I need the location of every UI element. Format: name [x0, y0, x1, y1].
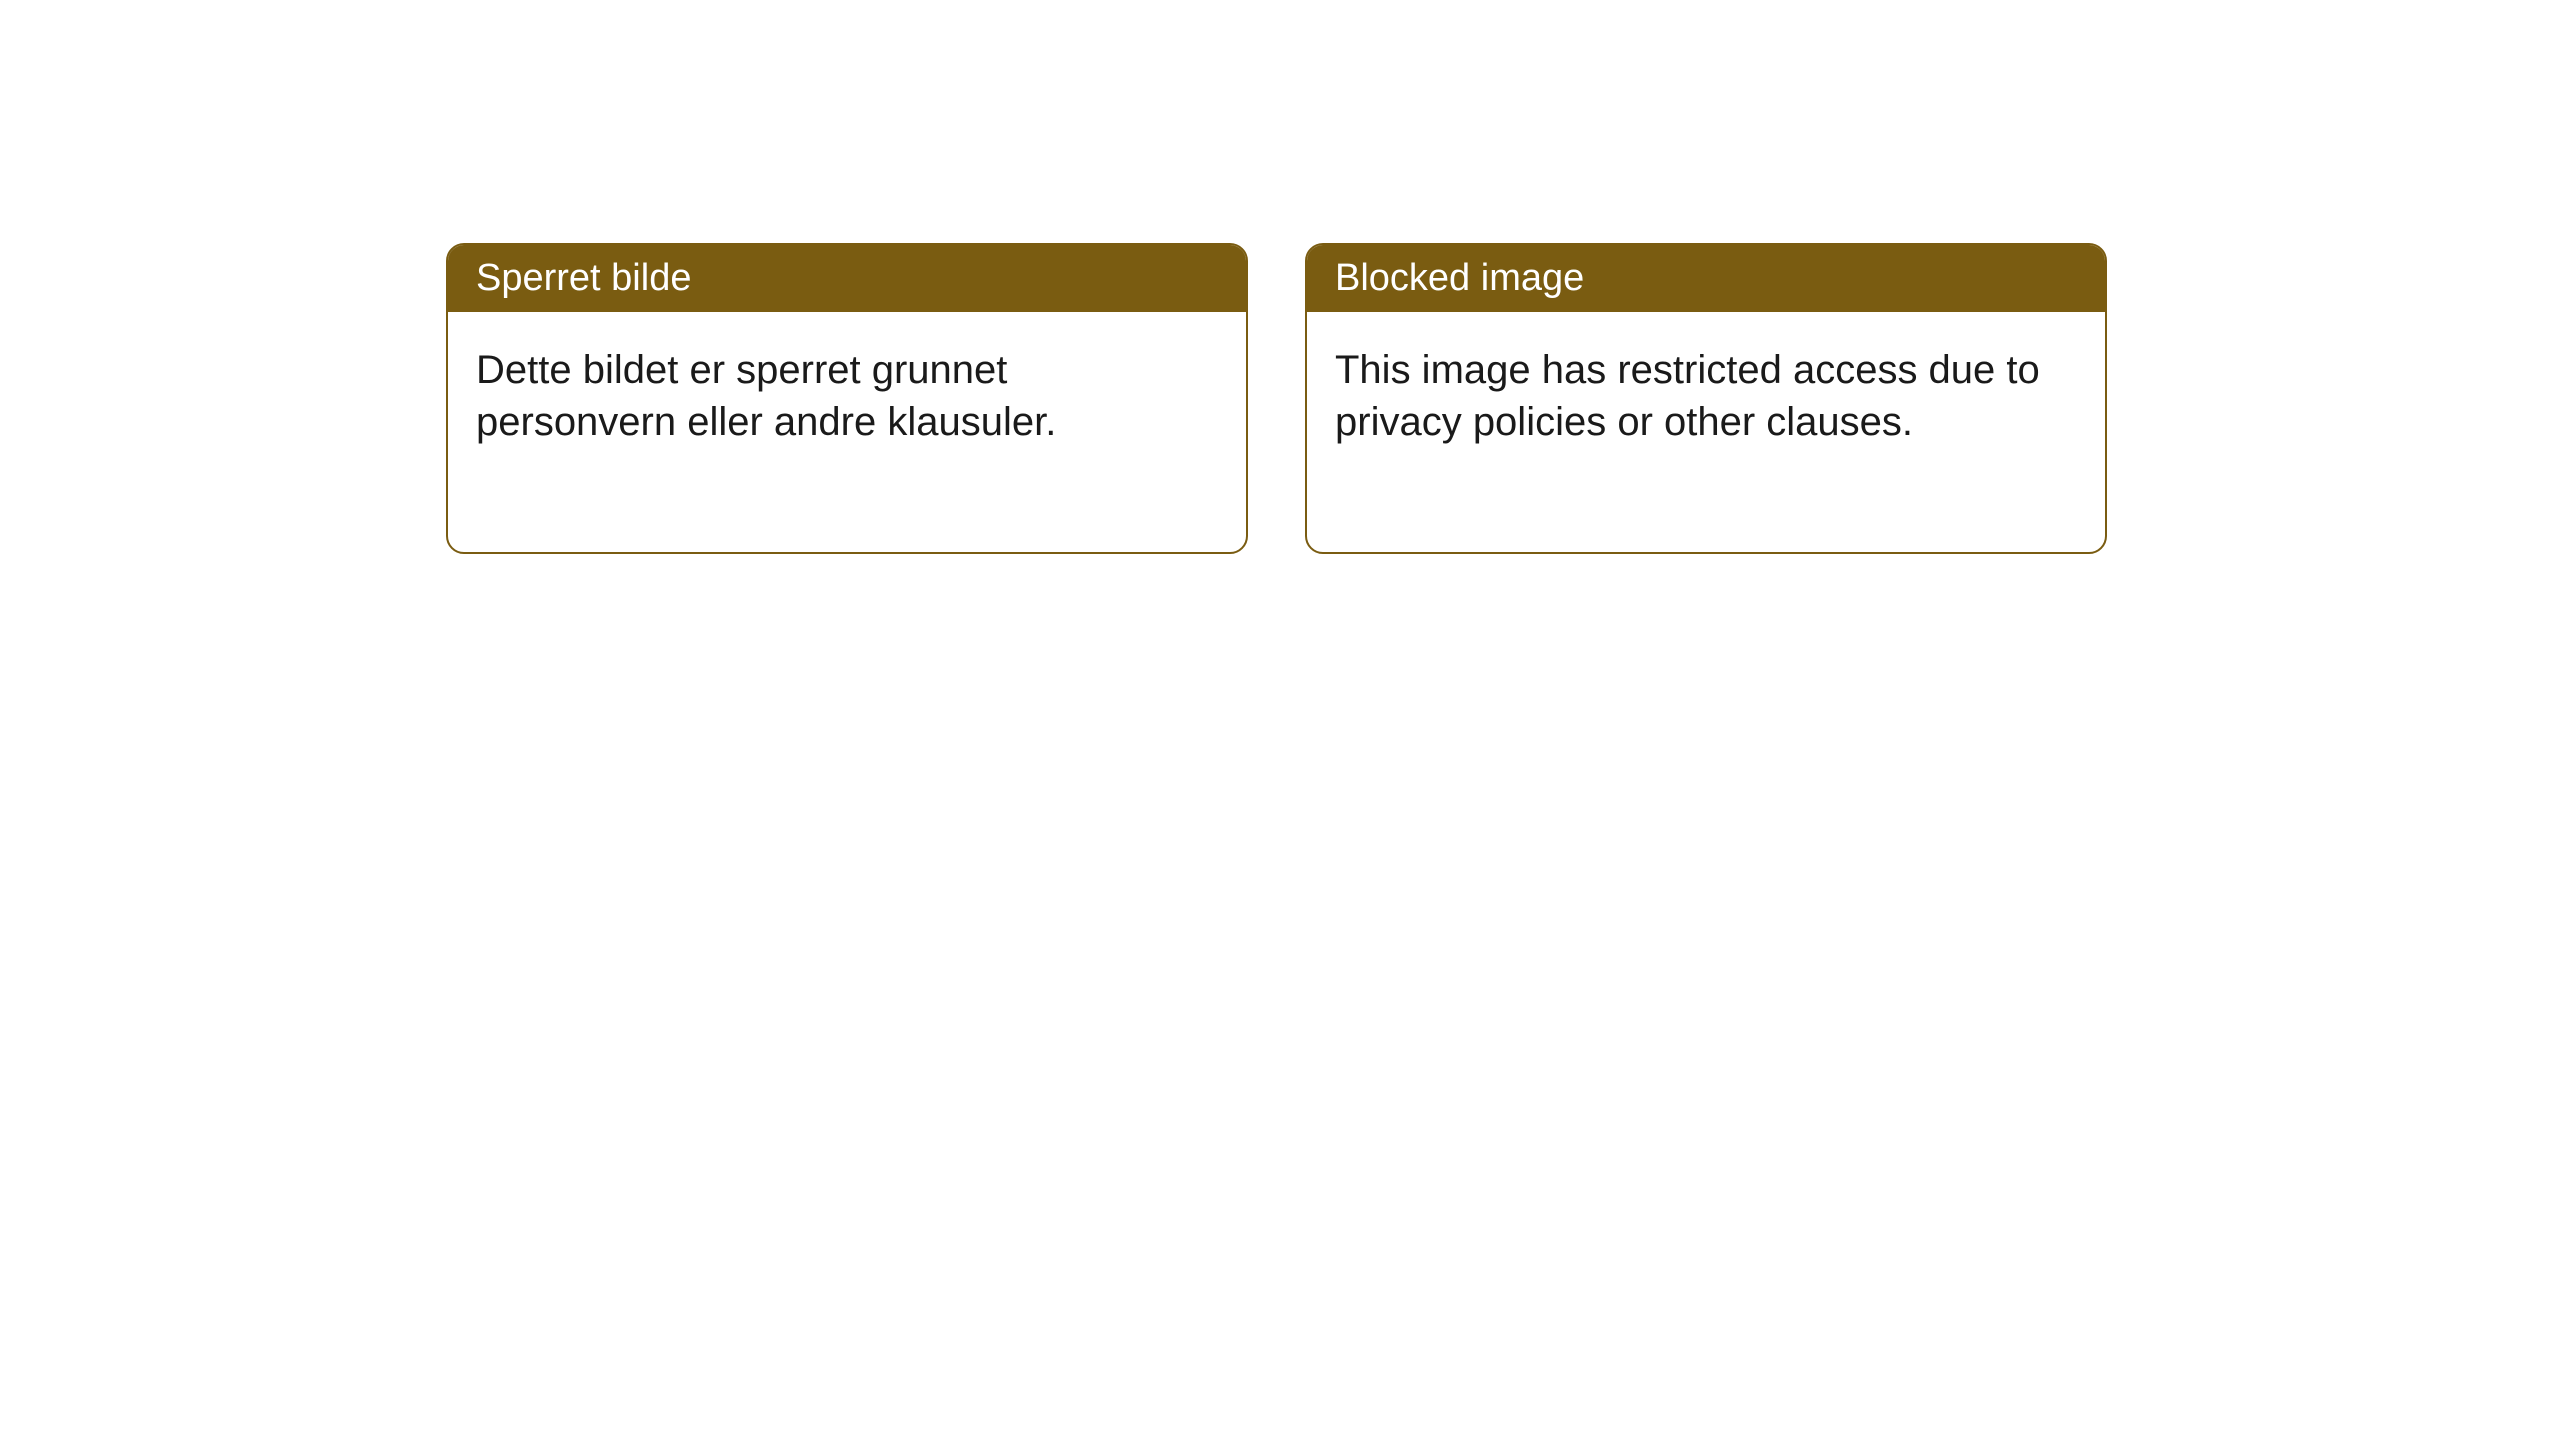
blocked-image-cards: Sperret bilde Dette bildet er sperret gr… [446, 243, 2107, 554]
card-title-en: Blocked image [1335, 257, 1584, 299]
card-title-no: Sperret bilde [476, 257, 691, 299]
card-body-no: Dette bildet er sperret grunnet personve… [448, 312, 1246, 552]
card-message-no: Dette bildet er sperret grunnet personve… [476, 348, 1056, 444]
card-body-en: This image has restricted access due to … [1307, 312, 2105, 552]
card-header-en: Blocked image [1307, 245, 2105, 312]
blocked-image-card-no: Sperret bilde Dette bildet er sperret gr… [446, 243, 1248, 554]
card-header-no: Sperret bilde [448, 245, 1246, 312]
blocked-image-card-en: Blocked image This image has restricted … [1305, 243, 2107, 554]
card-message-en: This image has restricted access due to … [1335, 348, 2040, 444]
